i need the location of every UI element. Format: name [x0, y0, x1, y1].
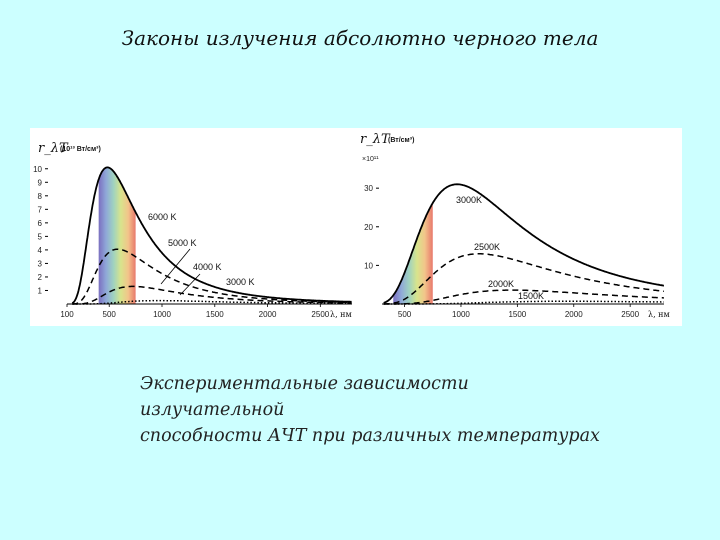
x-tick-label: 2500 — [311, 310, 329, 319]
y-tick-label: 4 — [38, 246, 43, 255]
y-tick-label: 2 — [38, 273, 43, 282]
x-tick-label: 100 — [60, 310, 74, 319]
series-label: 6000 K — [148, 212, 177, 222]
y-tick-label: 3 — [38, 259, 43, 268]
caption-line-2: способности АЧТ при различных температур… — [140, 426, 600, 446]
x-tick-label: 1000 — [153, 310, 171, 319]
y-axis-label: r_λT — [360, 132, 391, 147]
series-label: 4000 K — [193, 262, 222, 272]
y-tick-label: 30 — [364, 184, 373, 193]
y-tick-label: 9 — [38, 178, 43, 187]
chart-panel-left: 100 500 1000 1500 2000 2500 1 2 3 4 5 6 7 8 9 10 r_λT (10… — [30, 128, 360, 326]
visible-spectrum-band — [98, 167, 136, 304]
series-line — [72, 299, 352, 305]
y-axis-units: (10¹³ Вт/см³) — [60, 146, 101, 153]
y-multiplier: ×10¹¹ — [362, 156, 379, 163]
y-axis-label: r_λT — [38, 141, 69, 156]
x-tick-label: 1500 — [206, 310, 224, 319]
label-leader-line — [160, 248, 191, 285]
series-line — [72, 248, 352, 305]
series-label: 2500K — [474, 242, 500, 252]
y-axis-units: (Вт/см³) — [388, 137, 414, 144]
label-leader-line — [179, 273, 201, 296]
y-tick-label: 10 — [33, 165, 42, 174]
x-tick-label: 500 — [398, 310, 412, 319]
x-tick-label: 2000 — [259, 310, 277, 319]
series-line — [383, 183, 665, 304]
x-tick-label: 1500 — [508, 310, 526, 319]
series-label: 2000K — [488, 279, 514, 289]
planck-chart-left: 100 500 1000 1500 2000 2500 1 2 3 4 5 6 7 8 9 10 r_λT(10… — [33, 141, 352, 319]
x-axis-label: λ, нм — [330, 310, 352, 319]
slide-caption: Экспериментальные зависимости излучатель… — [140, 371, 600, 449]
series-line — [383, 289, 664, 305]
caption-line-1: Экспериментальные зависимости излучатель… — [140, 374, 469, 420]
x-tick-label: 1000 — [452, 310, 470, 319]
visible-spectrum-band — [393, 202, 433, 304]
series-label: 1500K — [518, 291, 544, 301]
y-tick-label: 7 — [38, 205, 43, 214]
x-axis-label: λ, нм — [648, 310, 670, 319]
series-line — [71, 166, 352, 304]
series-line — [383, 253, 664, 305]
y-tick-label: 10 — [364, 261, 373, 270]
series-label: 5000 K — [168, 238, 197, 248]
series-line — [72, 285, 352, 305]
series-label: 3000K — [456, 195, 482, 205]
planck-chart-right: 500 1000 1500 2000 2500 10 20 30 r_λT(Вт/см³) ×10… — [360, 132, 670, 319]
x-tick-label: 500 — [103, 310, 117, 319]
chart-panel-right: 500 1000 1500 2000 2500 10 20 30 r_λT (Вт/см³) ×10… — [352, 128, 682, 326]
y-tick-label: 5 — [38, 232, 43, 241]
y-tick-label: 1 — [38, 286, 43, 295]
x-tick-label: 2500 — [621, 310, 639, 319]
y-tick-label: 20 — [364, 223, 373, 232]
series-label: 3000 K — [226, 277, 255, 287]
slide-title: Законы излучения абсолютно черного тела — [121, 26, 599, 50]
y-tick-label: 6 — [38, 219, 43, 228]
x-tick-label: 2000 — [565, 310, 583, 319]
y-tick-label: 8 — [38, 192, 43, 201]
